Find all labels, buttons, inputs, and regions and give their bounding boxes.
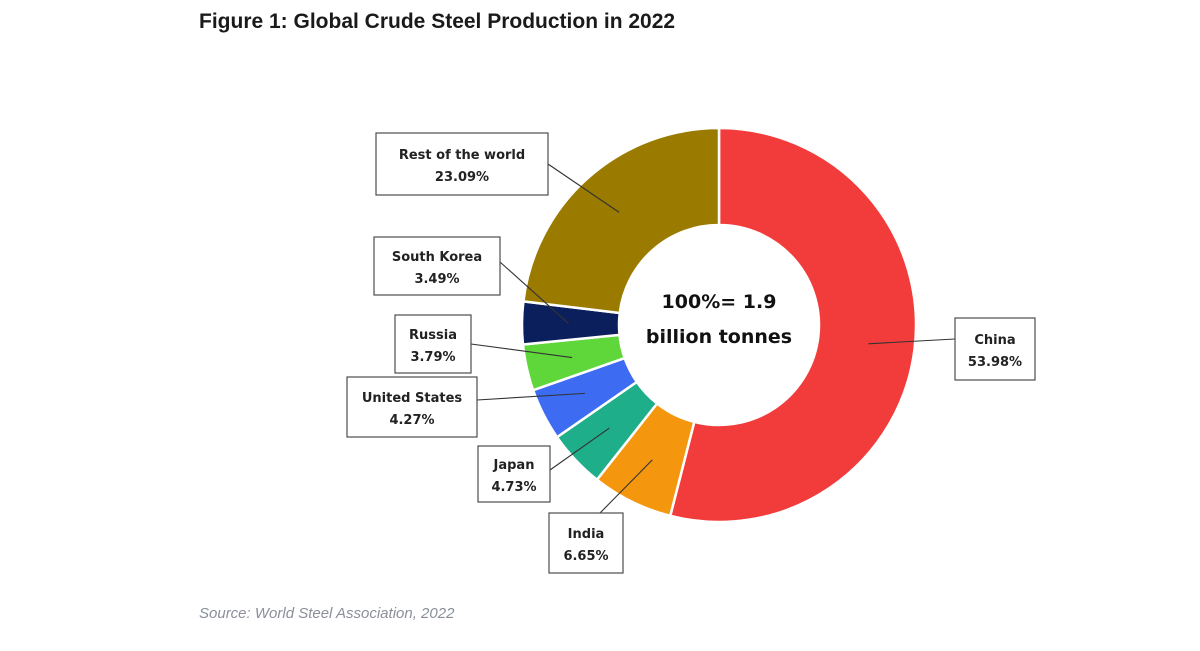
leader-line-russia [470,343,573,359]
slice-china [668,126,918,524]
label-name-rest-of-the-world: Rest of the world [399,148,525,163]
label-china: China 53.98% [954,317,1036,381]
label-value-south-korea: 3.49% [414,272,459,287]
label-value-japan: 4.73% [491,480,536,495]
leader-line-japan [549,427,610,471]
label-value-united-states: 4.27% [389,413,434,428]
label-box-rest-of-the-world [375,132,549,196]
label-box-united-states [346,376,478,438]
label-name-south-korea: South Korea [392,250,482,265]
label-value-china: 53.98% [968,355,1022,370]
label-box-china [954,317,1036,381]
label-box-india [548,512,624,574]
label-value-india: 6.65% [563,549,608,564]
label-name-united-states: United States [362,391,463,406]
label-name-india: India [568,527,605,542]
label-value-rest-of-the-world: 23.09% [435,170,489,185]
source-note: Source: World Steel Association, 2022 [199,605,455,622]
label-japan: Japan 4.73% [477,445,551,503]
leader-line-rest-of-the-world [547,163,620,213]
label-box-russia [394,314,472,374]
leader-line-china [868,338,956,345]
label-box-south-korea [373,236,501,296]
leader-line-united-states [476,392,585,401]
label-united-states: United States 4.27% [346,376,478,438]
label-name-china: China [974,333,1015,348]
leader-line-india [599,459,653,514]
leader-line-south-korea [499,261,569,324]
label-rest-of-the-world: Rest of the world 23.09% [375,132,549,196]
center-label-line-2: billion tonnes [646,326,792,348]
slice-rest-of-the-world [522,126,721,315]
label-south-korea: South Korea 3.49% [373,236,501,296]
label-value-russia: 3.79% [410,350,455,365]
label-name-japan: Japan [493,458,535,473]
label-name-russia: Russia [409,328,457,343]
label-india: India 6.65% [548,512,624,574]
label-box-japan [477,445,551,503]
chart-title: Figure 1: Global Crude Steel Production … [199,10,676,33]
label-russia: Russia 3.79% [394,314,472,374]
center-label-line-1: 100%= 1.9 [662,291,777,313]
